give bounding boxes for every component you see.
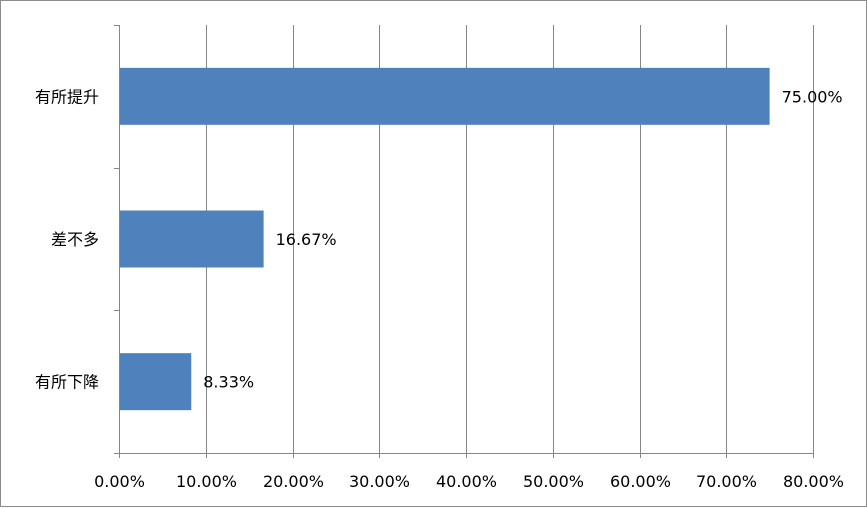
labels: 0.00% 10.00% 20.00% 30.00% 40.00% 50.00% 60.00… [35,87,844,491]
data-label: 8.33% [203,373,254,392]
x-tick-label: 0.00% [94,472,145,491]
category-label: 有所提升 [35,87,99,106]
x-tick-label: 40.00% [436,472,497,491]
bar [120,353,192,411]
x-tick-label: 10.00% [176,472,237,491]
x-tick-label: 70.00% [696,472,757,491]
x-tick-label: 80.00% [783,472,844,491]
category-label: 有所下降 [35,373,99,392]
axes [114,25,814,458]
x-tick-label: 60.00% [610,472,671,491]
x-tick-label: 50.00% [523,472,584,491]
bar [120,67,770,125]
x-tick-label: 30.00% [349,472,410,491]
bars [120,67,770,411]
category-label: 差不多 [51,230,99,249]
x-tick-label: 20.00% [263,472,324,491]
data-label: 75.00% [782,87,843,106]
data-label: 16.67% [276,230,337,249]
bar [120,210,264,268]
